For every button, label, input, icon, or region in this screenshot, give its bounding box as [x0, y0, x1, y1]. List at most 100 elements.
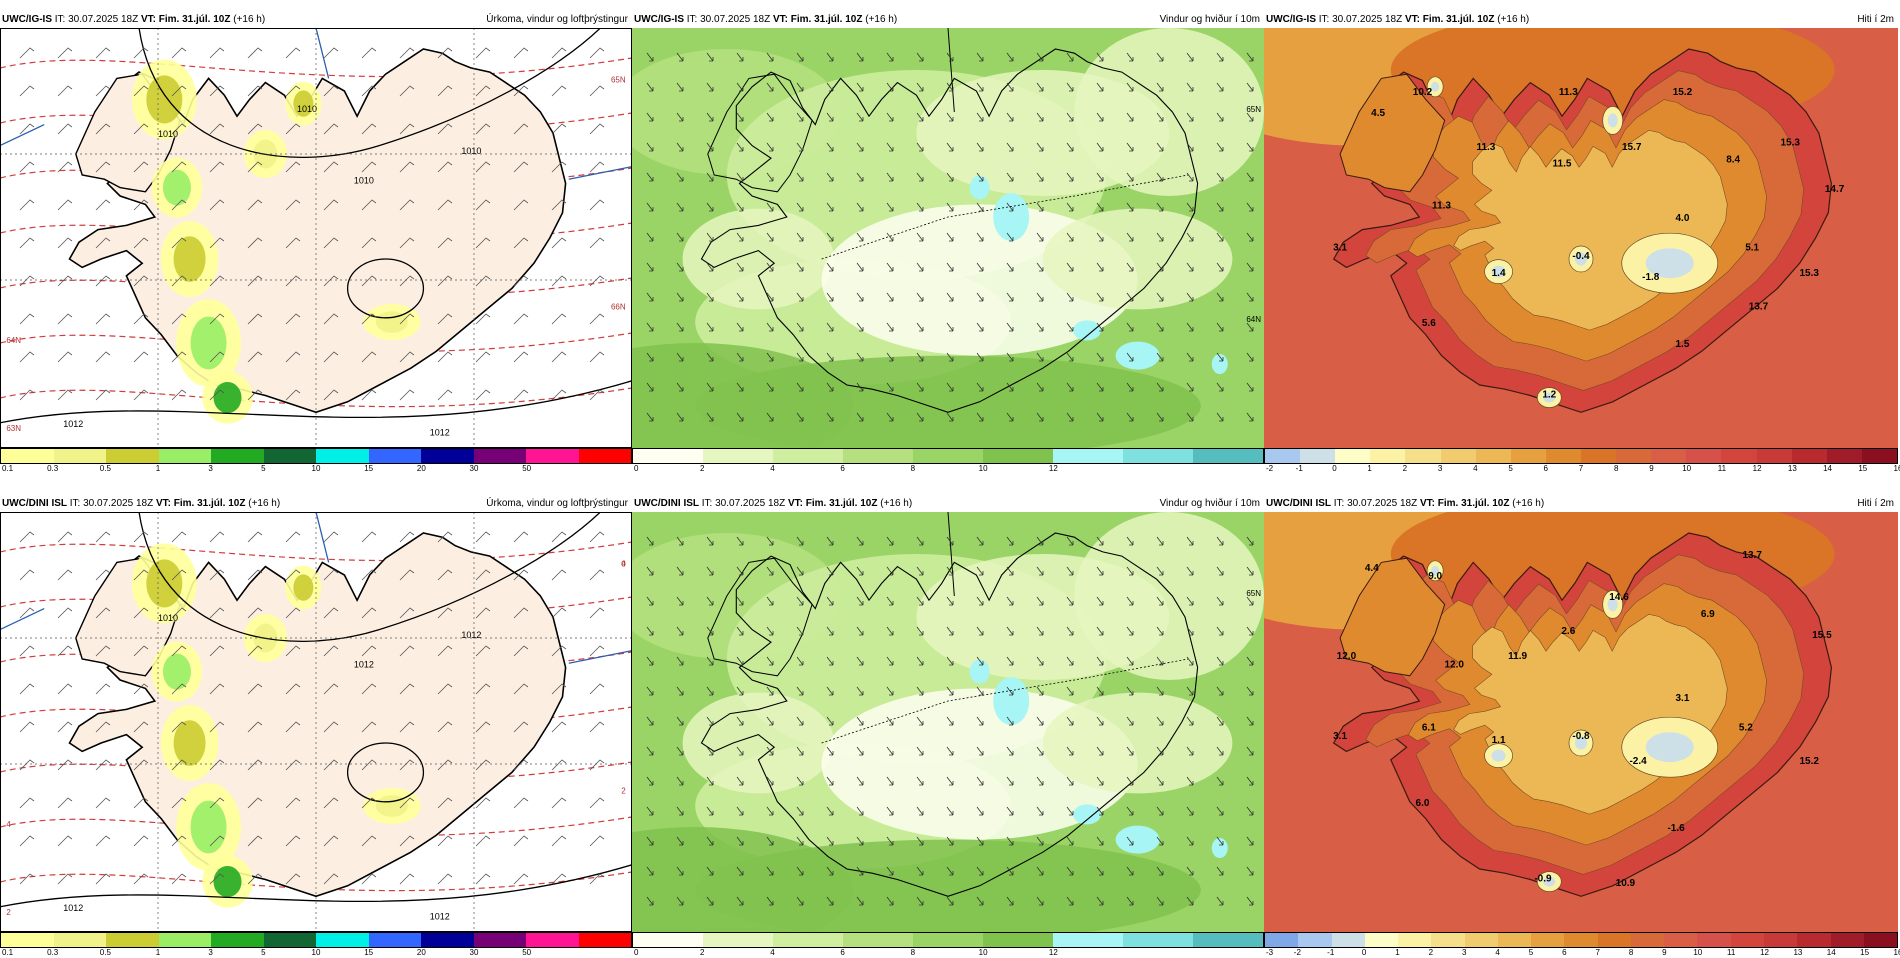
wind-barb	[437, 607, 453, 619]
temperature-value-label: 5.1	[1745, 243, 1759, 254]
weather-map[interactable]: 65N	[632, 512, 1264, 932]
wind-barb	[57, 531, 73, 543]
wind-arrow	[676, 686, 684, 696]
wind-arrow	[826, 566, 834, 576]
panel-title: Hiti í 2m	[1857, 498, 1894, 509]
isobar-label: 1012	[461, 630, 481, 640]
wind-barb	[285, 531, 301, 543]
color-scale-swatch	[158, 933, 211, 947]
wind-arrow	[676, 836, 684, 846]
wind-arrow	[676, 142, 684, 152]
color-scale-label: 0.1	[2, 464, 14, 473]
wind-arrow	[646, 686, 654, 696]
panel-dini-wind: UWC/DINI ISL IT: 30.07.2025 18Z VT: Fim.…	[632, 496, 1264, 957]
wind-arrow	[1006, 626, 1014, 636]
wind-arrow	[946, 82, 954, 92]
weather-map[interactable]: 1010 1010 1010 1012 1012 1010 65N 66N 64N 63N	[0, 28, 632, 448]
wind-arrow	[736, 566, 744, 576]
wind-arrow	[1066, 836, 1074, 846]
wind-barb	[285, 389, 301, 401]
wind-arrow	[1036, 716, 1044, 726]
wind-barb	[437, 797, 453, 809]
it-value: 30.07.2025 18Z	[68, 14, 139, 25]
color-scale-swatch	[1431, 933, 1465, 947]
wind-arrow	[1096, 686, 1104, 696]
color-scale-label: 14	[1823, 464, 1832, 473]
weather-map[interactable]: 4.5 10.2 11.3 11.3 15.2 15.7 11.5 8.4 15.3 14.7 11…	[1264, 28, 1898, 448]
wind-speed-area	[632, 343, 854, 448]
color-scale-swatch	[578, 449, 631, 463]
it-value: 30.07.2025 18Z	[83, 498, 154, 509]
wind-barb	[95, 759, 111, 771]
wind-barb	[361, 645, 377, 657]
wind-arrow	[706, 836, 714, 846]
wind-barb	[475, 759, 491, 771]
wind-arrow	[766, 596, 774, 606]
wind-barb	[133, 275, 149, 287]
wind-arrow	[1126, 656, 1134, 666]
wind-barb	[513, 797, 529, 809]
wind-arrow	[976, 866, 984, 876]
color-scale-label: 5	[1508, 464, 1513, 473]
wind-barb	[323, 389, 339, 401]
color-scale-swatch	[1193, 449, 1263, 463]
wind-barb	[209, 797, 225, 809]
wind-arrow	[646, 412, 654, 422]
wind-barb	[57, 237, 73, 249]
edge-label: 63N	[6, 424, 21, 433]
wind-barb	[361, 199, 377, 211]
wind-barb	[399, 721, 415, 733]
wind-arrow	[796, 292, 804, 302]
color-scale-swatch	[913, 449, 983, 463]
temperature-value-label: 13.7	[1742, 550, 1762, 561]
iceland-outline	[700, 532, 1199, 897]
precip-area	[146, 559, 183, 608]
wind-barb	[247, 797, 263, 809]
color-scale-swatch	[1686, 449, 1722, 463]
run-info: UWC/IG-IS IT: 30.07.2025 18Z VT: Fim. 31…	[634, 12, 897, 28]
wind-barb	[285, 797, 301, 809]
wind-arrow	[646, 382, 654, 392]
temperature-value-label: 5.6	[1422, 318, 1436, 329]
wind-arrow	[736, 536, 744, 546]
weather-map[interactable]: 4.4 9.0 13.7 14.6 6.9 2.6 15.5 12.0 12.0 11.9 3.1 3…	[1264, 512, 1898, 932]
panel-dini-temp: UWC/DINI ISL IT: 30.07.2025 18Z VT: Fim.…	[1264, 496, 1900, 957]
wind-arrow	[1246, 142, 1254, 152]
wind-barb	[247, 607, 263, 619]
wind-arrow	[766, 746, 774, 756]
wind-arrow	[1246, 82, 1254, 92]
color-scale-label: 15	[364, 464, 374, 473]
wind-barb	[247, 275, 263, 287]
wind-arrow	[886, 292, 894, 302]
wind-arrow	[796, 202, 804, 212]
wind-arrow	[676, 596, 684, 606]
weather-map[interactable]: 65N 64N	[632, 28, 1264, 448]
wind-barb	[361, 835, 377, 847]
wind-arrow	[766, 566, 774, 576]
wind-arrow	[1186, 202, 1194, 212]
temperature-value-label: -2.4	[1629, 756, 1647, 767]
wind-arrow	[676, 292, 684, 302]
wind-arrow	[946, 896, 954, 906]
wind-barb	[323, 721, 339, 733]
wind-arrow	[1126, 686, 1134, 696]
wind-arrow	[946, 656, 954, 666]
wind-arrow	[916, 142, 924, 152]
wind-barb	[437, 123, 453, 135]
wind-arrow	[1066, 746, 1074, 756]
wind-barb	[551, 569, 567, 581]
wind-barb	[209, 85, 225, 97]
wind-arrow	[916, 776, 924, 786]
vt-value: Fim. 31.júl. 10Z	[1437, 498, 1510, 509]
wind-arrow	[1126, 806, 1134, 816]
wind-barb	[19, 607, 35, 619]
wind-arrow	[1216, 292, 1224, 302]
weather-map[interactable]: 1010 1012 1012 1012 1012 0 2 4 2 4	[0, 512, 632, 932]
wind-arrow	[646, 866, 654, 876]
temperature-value-label: 1.1	[1492, 735, 1506, 746]
wind-barb	[399, 313, 415, 325]
wind-arrow	[1216, 686, 1224, 696]
wind-arrow	[1066, 352, 1074, 362]
wind-arrow	[1096, 202, 1104, 212]
color-scale-swatch	[1730, 933, 1764, 947]
